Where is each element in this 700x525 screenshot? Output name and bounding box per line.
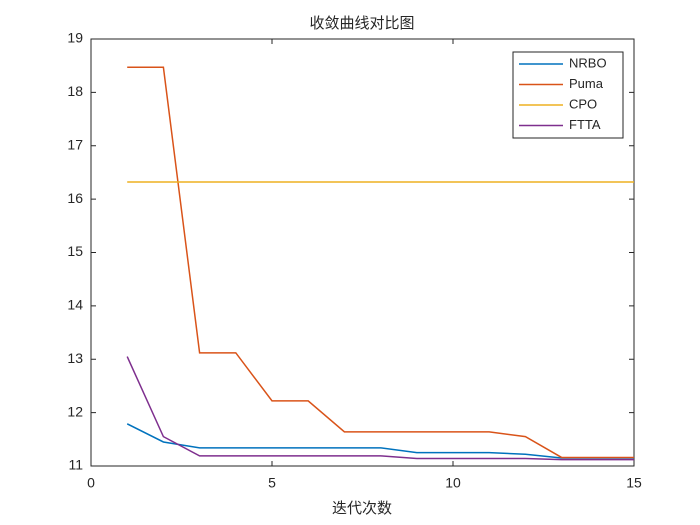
y-tick-label: 16 [67,190,83,206]
x-tick-label: 5 [268,475,276,491]
x-tick-label: 0 [87,475,95,491]
y-tick-label: 19 [67,30,83,46]
y-tick-label: 13 [67,350,83,366]
x-tick-label: 10 [445,475,461,491]
x-tick-label: 15 [626,475,642,491]
legend-label: FTTA [569,117,601,132]
x-axis-label: 迭代次数 [332,500,392,517]
series-line [126,423,634,459]
series-line [126,356,634,461]
legend-label: NRBO [569,55,607,70]
legend-label: CPO [569,96,597,111]
y-tick-label: 15 [67,243,83,259]
y-tick-label: 17 [67,136,83,152]
series-line [127,66,634,459]
legend-label: Puma [569,76,604,91]
y-tick-label: 14 [67,297,83,313]
y-tick-label: 18 [67,83,83,99]
y-tick-label: 11 [68,457,83,473]
legend-box [512,51,624,139]
chart-title: 收敛曲线对比图 [309,15,414,32]
y-tick-label: 12 [67,403,83,419]
